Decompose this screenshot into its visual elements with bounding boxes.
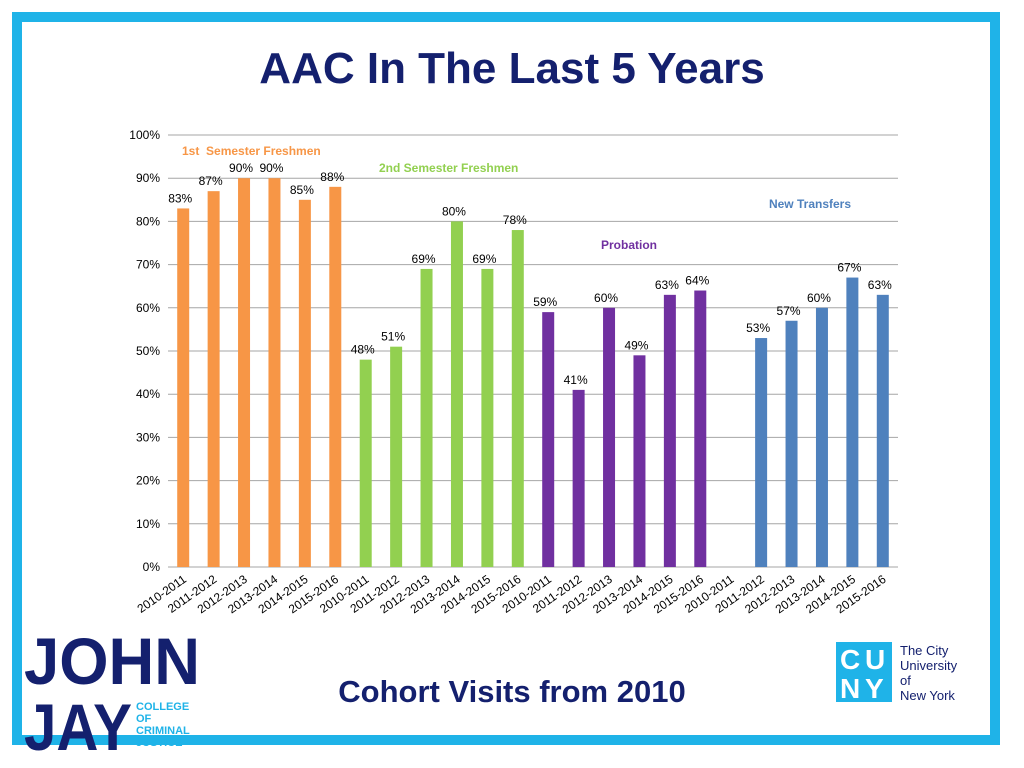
data-label: 51% — [381, 330, 405, 344]
data-label: 90% — [229, 161, 253, 175]
data-label: 90% — [259, 161, 283, 175]
bar — [876, 294, 889, 567]
bar — [542, 312, 555, 567]
data-label: 60% — [807, 291, 831, 305]
bar — [177, 208, 190, 567]
data-label: 69% — [412, 252, 436, 266]
bar — [298, 199, 311, 568]
bar — [511, 230, 524, 568]
data-label: 78% — [503, 213, 527, 227]
data-label: 67% — [837, 261, 861, 275]
bar — [846, 277, 859, 567]
y-tick-label: 40% — [136, 387, 160, 401]
data-label: 87% — [199, 174, 223, 188]
data-label: 80% — [442, 204, 466, 218]
logo-justice: JUSTICE — [136, 737, 182, 749]
bar — [572, 389, 585, 567]
bar — [785, 320, 798, 567]
bar — [238, 178, 251, 567]
logo-jay: JAY — [24, 690, 132, 752]
series-name-label: 2nd Semester Freshmen — [379, 161, 518, 175]
logo-cuny-line2: University — [900, 658, 958, 673]
data-label: 53% — [746, 321, 770, 335]
data-label: 85% — [290, 183, 314, 197]
slide-frame — [12, 12, 1000, 745]
series-name-label: New Transfers — [769, 197, 851, 211]
bar — [815, 307, 828, 567]
logo-college: COLLEGE — [136, 701, 189, 713]
bar — [207, 191, 220, 567]
bar — [329, 186, 342, 567]
data-label: 63% — [655, 278, 679, 292]
y-tick-label: 20% — [136, 474, 160, 488]
logo-cuny-n: N — [840, 673, 860, 704]
page-title: AAC In The Last 5 Years — [259, 44, 765, 93]
john-jay-logo: JOHN JAY COLLEGE OF CRIMINAL JUSTICE — [24, 626, 200, 752]
logo-criminal: CRIMINAL — [136, 725, 190, 737]
bar — [268, 178, 281, 567]
y-tick-label: 80% — [136, 214, 160, 228]
bar — [663, 294, 676, 567]
data-label: 49% — [624, 338, 648, 352]
logo-cuny-line4: New York — [900, 688, 955, 703]
data-label: 63% — [868, 278, 892, 292]
y-tick-label: 60% — [136, 301, 160, 315]
logo-of: OF — [136, 713, 152, 725]
logo-john: JOHN — [24, 626, 200, 698]
y-tick-label: 0% — [143, 560, 161, 574]
bar — [390, 346, 403, 567]
y-tick-label: 10% — [136, 517, 160, 531]
y-tick-label: 70% — [136, 258, 160, 272]
logo-cuny-y: Y — [865, 673, 884, 704]
data-label: 69% — [472, 252, 496, 266]
logo-cuny-u: U — [865, 644, 885, 675]
bar — [481, 268, 494, 567]
logo-cuny-line1: The City — [900, 643, 949, 658]
bar-chart: 0%10%20%30%40%50%60%70%80%90%100%83%2010… — [129, 128, 898, 616]
y-tick-label: 50% — [136, 344, 160, 358]
data-label: 48% — [351, 343, 375, 357]
series-name-label: Probation — [601, 238, 657, 252]
y-tick-label: 100% — [129, 128, 160, 142]
data-label: 60% — [594, 291, 618, 305]
series-name-label: 1st Semester Freshmen — [182, 144, 321, 158]
logo-cuny-line3: of — [900, 673, 911, 688]
bar — [359, 359, 372, 567]
y-tick-label: 90% — [136, 171, 160, 185]
data-label: 83% — [168, 191, 192, 205]
bar — [603, 307, 616, 567]
cuny-logo: C U N Y The City University of New York — [836, 642, 958, 704]
data-label: 41% — [564, 373, 588, 387]
bar — [694, 290, 707, 567]
data-label: 57% — [777, 304, 801, 318]
bar — [450, 221, 463, 567]
bar — [755, 338, 768, 567]
data-label: 59% — [533, 295, 557, 309]
bar — [633, 355, 646, 567]
data-label: 88% — [320, 170, 344, 184]
data-label: 64% — [685, 274, 709, 288]
bar — [420, 268, 433, 567]
y-tick-label: 30% — [136, 430, 160, 444]
chart-subtitle: Cohort Visits from 2010 — [338, 674, 686, 709]
logo-cuny-c: C — [840, 644, 860, 675]
